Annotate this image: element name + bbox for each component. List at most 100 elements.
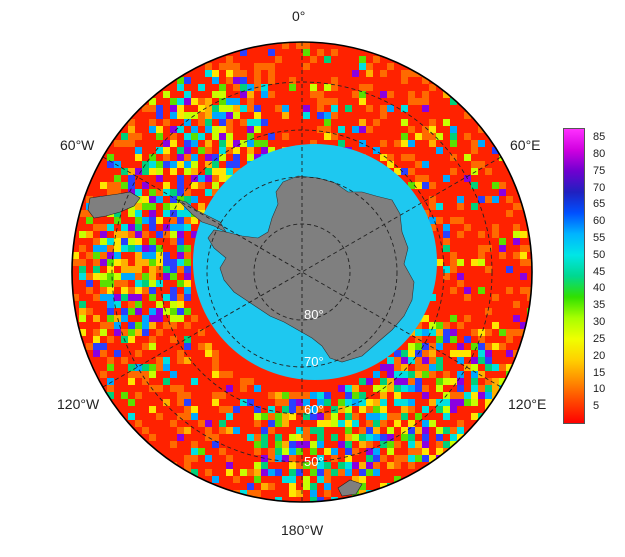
field-cell (429, 203, 436, 210)
field-cell (261, 448, 268, 455)
field-cell (142, 252, 149, 259)
field-cell (289, 490, 296, 497)
field-cell (422, 161, 429, 168)
field-cell (429, 91, 436, 98)
field-cell (450, 161, 457, 168)
field-cell (170, 98, 177, 105)
field-cell (282, 420, 289, 427)
field-cell (107, 294, 114, 301)
field-cell (471, 231, 478, 238)
field-cell (121, 378, 128, 385)
field-cell (408, 427, 415, 434)
field-cell (450, 315, 457, 322)
field-cell (247, 84, 254, 91)
field-cell (156, 189, 163, 196)
field-cell (492, 357, 499, 364)
field-cell (93, 308, 100, 315)
field-cell (149, 154, 156, 161)
field-cell (121, 210, 128, 217)
field-cell (289, 63, 296, 70)
field-cell (149, 406, 156, 413)
field-cell (282, 56, 289, 63)
field-cell (191, 203, 198, 210)
field-cell (394, 63, 401, 70)
field-cell (149, 441, 156, 448)
field-cell (247, 154, 254, 161)
field-cell (352, 140, 359, 147)
field-cell (247, 105, 254, 112)
field-cell (324, 119, 331, 126)
field-cell (359, 126, 366, 133)
field-cell (184, 357, 191, 364)
field-cell (527, 280, 532, 287)
field-cell (254, 154, 261, 161)
field-cell (415, 91, 422, 98)
field-cell (142, 308, 149, 315)
field-cell (394, 364, 401, 371)
field-cell (303, 392, 310, 399)
field-cell (149, 322, 156, 329)
field-cell (275, 427, 282, 434)
field-cell (226, 392, 233, 399)
field-cell (135, 175, 142, 182)
field-cell (226, 168, 233, 175)
field-cell (100, 371, 107, 378)
field-cell (114, 273, 121, 280)
field-cell (170, 259, 177, 266)
field-cell (352, 91, 359, 98)
field-cell (128, 147, 135, 154)
field-cell (359, 105, 366, 112)
field-cell (128, 210, 135, 217)
field-cell (436, 392, 443, 399)
field-cell (352, 462, 359, 469)
field-cell (205, 462, 212, 469)
field-cell (471, 301, 478, 308)
field-cell (457, 434, 464, 441)
field-cell (506, 287, 513, 294)
field-cell (457, 231, 464, 238)
field-cell (114, 182, 121, 189)
field-cell (457, 168, 464, 175)
field-cell (464, 112, 471, 119)
field-cell (170, 406, 177, 413)
field-cell (198, 434, 205, 441)
field-cell (163, 357, 170, 364)
field-cell (240, 413, 247, 420)
field-cell (177, 154, 184, 161)
field-cell (317, 399, 324, 406)
field-cell (478, 315, 485, 322)
field-cell (457, 322, 464, 329)
field-cell (261, 385, 268, 392)
field-cell (240, 441, 247, 448)
field-cell (464, 315, 471, 322)
field-cell (485, 343, 492, 350)
field-cell (457, 105, 464, 112)
field-cell (121, 224, 128, 231)
field-cell (240, 469, 247, 476)
field-cell (394, 406, 401, 413)
field-cell (240, 385, 247, 392)
field-cell (142, 245, 149, 252)
field-cell (121, 154, 128, 161)
field-cell (198, 378, 205, 385)
field-cell (338, 84, 345, 91)
field-cell (401, 357, 408, 364)
field-cell (268, 119, 275, 126)
field-cell (233, 448, 240, 455)
field-cell (191, 371, 198, 378)
field-cell (380, 399, 387, 406)
field-cell (429, 343, 436, 350)
field-cell (79, 308, 86, 315)
field-cell (457, 392, 464, 399)
field-cell (436, 112, 443, 119)
field-cell (219, 56, 226, 63)
field-cell (324, 112, 331, 119)
lon-label-120w: 120°W (57, 396, 100, 412)
field-cell (415, 385, 422, 392)
field-cell (268, 84, 275, 91)
field-cell (184, 427, 191, 434)
field-cell (387, 357, 394, 364)
field-cell (135, 378, 142, 385)
field-cell (499, 392, 506, 399)
field-cell (471, 189, 478, 196)
